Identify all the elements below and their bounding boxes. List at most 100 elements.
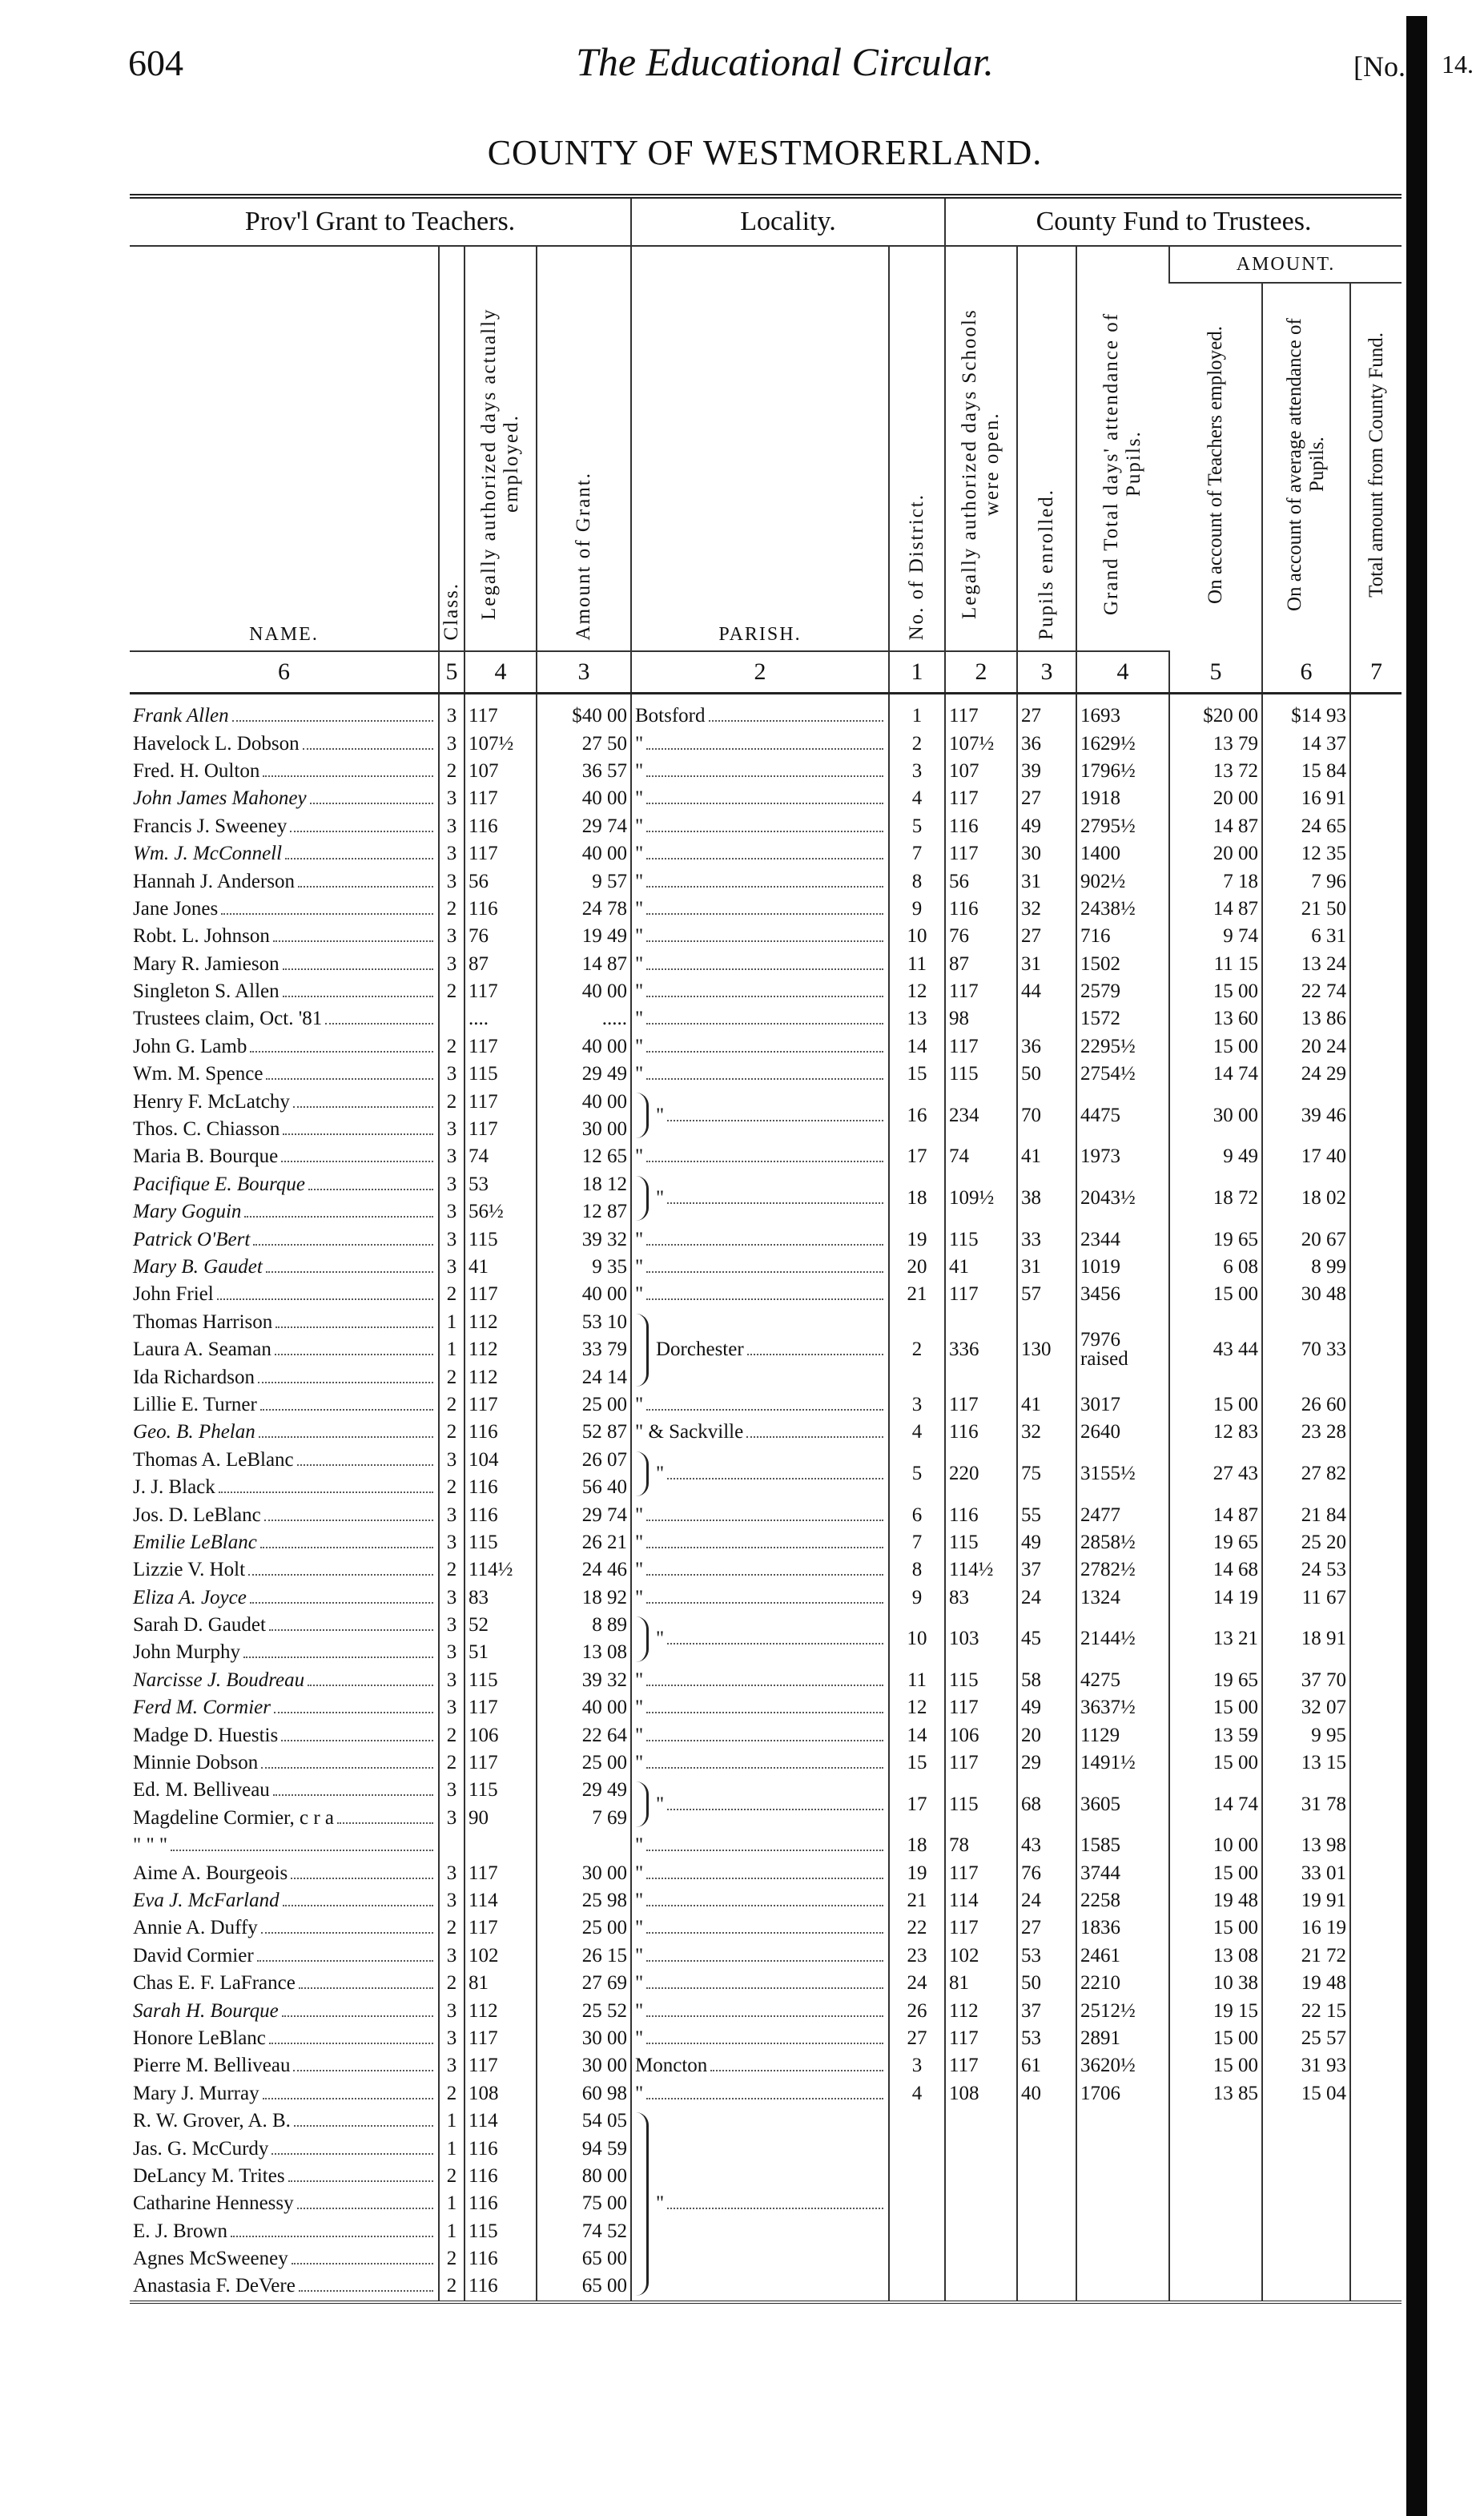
total-cell	[1349, 1997, 1402, 2025]
teachers-amount-text: 27 43	[1213, 1462, 1258, 1484]
teacher-row: E. J. Brown 1 115 74 52	[130, 2217, 1402, 2245]
teacher-row: Pierre M. Belliveau 3 117 30 00 Moncton 3 117 6…	[130, 2052, 1402, 2080]
column-header: On account of Teachers employed.	[1169, 283, 1262, 651]
teacher-name-cell: " " "	[130, 1832, 439, 1859]
days-open: 116	[944, 1419, 1017, 1447]
grant-text: 52 87	[581, 1421, 627, 1443]
days-employed: 112	[464, 1997, 537, 2025]
parish-cell: Dorchester	[630, 1308, 889, 1391]
teacher-name-cell: Thomas Harrison	[130, 1309, 439, 1336]
days-employed-text: 106	[469, 1724, 499, 1746]
teacher-name: J. J. Black	[133, 1476, 215, 1499]
class-text: 2	[446, 1421, 457, 1443]
class-text: 3	[446, 1173, 457, 1195]
class: 2	[438, 1088, 465, 1116]
teachers-amount-text: 10 00	[1213, 1834, 1258, 1857]
total-cell	[1349, 2052, 1402, 2080]
teachers-amount-text: 12 83	[1213, 1421, 1258, 1443]
parish: "	[635, 1531, 644, 1553]
teachers-amount-text: 18 72	[1213, 1187, 1258, 1210]
leader	[646, 1970, 883, 1990]
leader	[256, 1942, 433, 1962]
teacher-name-cell: Agnes McSweeney	[130, 2245, 439, 2272]
days-employed-text: 115	[469, 1228, 498, 1250]
issue-label: [No.	[1353, 50, 1406, 83]
attendance: 3017	[1076, 1391, 1169, 1419]
class-text: 3	[446, 1779, 457, 1801]
grant-text: 19 49	[581, 925, 627, 948]
days-employed-text: 117	[469, 2055, 498, 2077]
grant-text: 24 14	[581, 1366, 627, 1388]
grant-text: 30 00	[581, 2027, 627, 2049]
teacher-name: DeLancy M. Trites	[133, 2164, 285, 2187]
attendance: 902½	[1076, 868, 1169, 896]
days-open: 106	[944, 1721, 1017, 1749]
teacher-name-cell: Narcisse J. Boudreau	[130, 1667, 439, 1694]
parish-cell: "	[630, 1391, 889, 1419]
total-cell	[1349, 1584, 1402, 1612]
leader	[258, 1419, 433, 1439]
teacher-name-cell: Mary J. Murray	[130, 2080, 439, 2107]
teachers-amount: 6 08	[1168, 1253, 1262, 1282]
parish-wrap: "	[635, 731, 885, 758]
teacher-name-cell: Lillie E. Turner	[130, 1391, 439, 1419]
attendance-amount: 15 84	[1261, 757, 1350, 786]
days-open: 234	[944, 1088, 1017, 1144]
parish-cell: "	[630, 1997, 889, 2025]
column-number: 3	[536, 651, 631, 694]
days-open: 114½	[944, 1556, 1017, 1584]
grant: 29 74	[536, 1501, 631, 1529]
parish-cell: "	[630, 1143, 889, 1171]
pupils: 30	[1016, 839, 1076, 868]
days-employed: 117	[464, 1033, 537, 1061]
teachers-amount-text: 19 65	[1213, 1228, 1258, 1250]
days-employed: 117	[464, 693, 537, 731]
pupils: 53	[1016, 2024, 1076, 2053]
class-text: 2	[446, 1090, 457, 1113]
attendance: 3637½	[1076, 1694, 1169, 1722]
teacher-name-cell: Maria B. Bourque	[130, 1143, 439, 1170]
header-text: Grand Total days' attendance of Pupils.	[1100, 312, 1144, 616]
district: 18	[888, 1832, 945, 1860]
grant: 29 49	[536, 1061, 631, 1089]
days-employed-text: 117	[469, 1283, 498, 1306]
attendance-amount: 20 67	[1261, 1226, 1350, 1254]
class-text: 3	[446, 1504, 457, 1526]
attendance: 1629½	[1076, 730, 1169, 758]
grant-text: 29 74	[581, 815, 627, 837]
class-text: 2	[446, 1393, 457, 1415]
pupils: 31	[1016, 950, 1076, 978]
days-open: 41	[944, 1253, 1017, 1282]
class-text: 3	[446, 1448, 457, 1471]
parish: "	[635, 1697, 644, 1719]
pupils-text: 33	[1021, 1228, 1041, 1250]
district: 18	[888, 1170, 945, 1226]
days-employed: 52	[464, 1611, 537, 1640]
days-employed-text: 76	[469, 925, 489, 948]
name-wrap: Patrick O'Bert	[133, 1226, 435, 1254]
leader	[667, 1460, 883, 1479]
pupils-text: 27	[1021, 1917, 1041, 1939]
attendance-text: 1796½	[1080, 759, 1136, 782]
teachers-amount: 19 15	[1168, 1997, 1262, 2025]
teacher-name-cell: Francis J. Sweeney	[130, 813, 439, 840]
days-open: 336	[944, 1308, 1017, 1391]
name-wrap: Anastasia F. DeVere	[133, 2272, 435, 2300]
days-open-text: 117	[949, 1283, 979, 1306]
teacher-name-cell: Trustees claim, Oct. '81	[130, 1005, 439, 1033]
teachers-amount: 13 79	[1168, 730, 1262, 758]
attendance-text: 3017	[1080, 1393, 1120, 1415]
leader	[646, 758, 883, 777]
class: 3	[438, 1611, 465, 1640]
teacher-name: Frank Allen	[133, 705, 229, 727]
days-open-text: 117	[949, 1917, 979, 1939]
teacher-name-cell: Aime A. Bourgeois	[130, 1859, 439, 1886]
name-wrap: Eva J. McFarland	[133, 1887, 435, 1914]
attendance-amount: 27 82	[1261, 1446, 1350, 1502]
pupils-text: 55	[1021, 1504, 1041, 1526]
parish: "	[635, 980, 644, 1003]
days-employed-text: ....	[469, 1008, 489, 1030]
issue-number: 14.	[1442, 50, 1474, 78]
teachers-amount: 20 00	[1168, 785, 1262, 813]
pupils: 75	[1016, 1446, 1076, 1502]
